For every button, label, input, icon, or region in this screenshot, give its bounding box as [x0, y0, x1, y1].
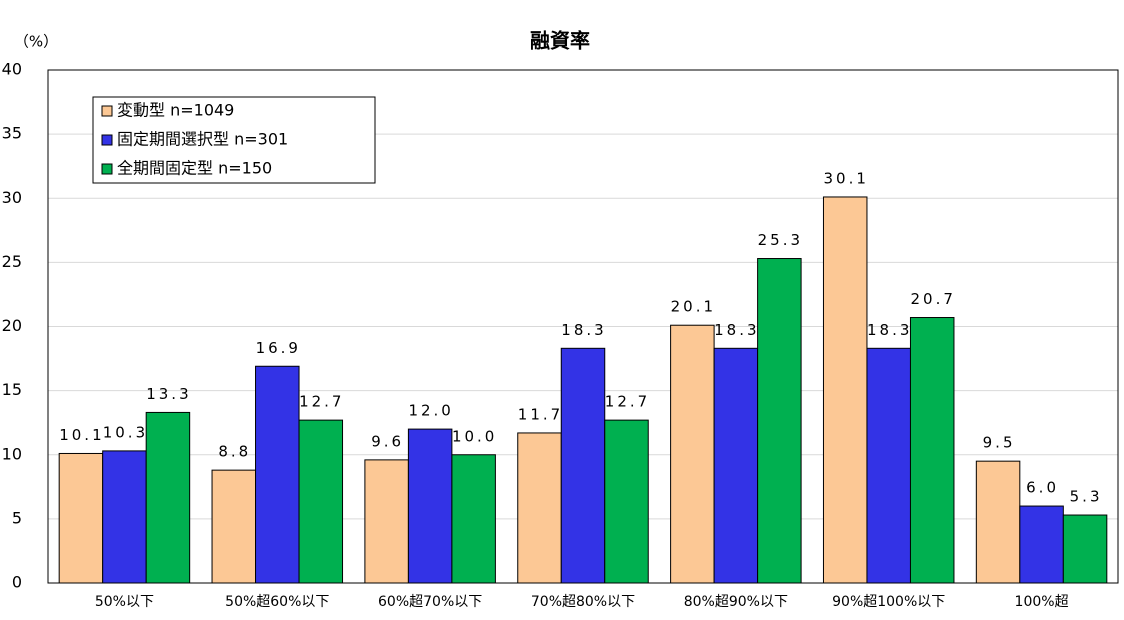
- bar: [298, 419, 344, 584]
- x-tick-label: 50%以下: [95, 594, 154, 610]
- bar: [451, 454, 496, 584]
- x-tick-label: 90%超100%以下: [832, 594, 945, 610]
- x-tick-label: 80%超90%以下: [684, 594, 788, 610]
- x-tick-label: 60%超70%以下: [378, 594, 482, 610]
- value-label: 10.0: [452, 427, 497, 445]
- value-label: 6.0: [1026, 479, 1059, 497]
- x-tick-label: 50%超60%以下: [225, 594, 329, 610]
- y-tick-label: 35: [2, 124, 22, 143]
- x-tick-label: 100%超: [1015, 594, 1069, 610]
- y-tick-label: 20: [2, 316, 22, 335]
- y-axis-label: （%）: [14, 33, 58, 51]
- chart-title: 融資率: [530, 29, 590, 53]
- bar: [255, 365, 300, 584]
- value-label: 9.5: [983, 434, 1016, 452]
- legend-swatch: [101, 134, 113, 146]
- bar: [909, 317, 955, 584]
- legend-box: [92, 96, 376, 184]
- y-tick-label: 40: [2, 60, 22, 79]
- bar: [211, 469, 257, 584]
- value-label: 16.9: [256, 339, 301, 357]
- value-label: 9.6: [371, 432, 404, 450]
- y-tick-label: 30: [2, 188, 22, 207]
- value-label: 12.7: [299, 393, 344, 411]
- value-label: 11.7: [518, 405, 563, 423]
- bar: [560, 347, 606, 584]
- legend-label: 変動型 n=1049: [117, 101, 234, 120]
- bar: [145, 411, 191, 584]
- value-label: 12.7: [605, 393, 650, 411]
- bar: [866, 347, 911, 584]
- bar: [822, 196, 868, 584]
- value-label: 5.3: [1070, 488, 1103, 506]
- legend-swatch: [101, 163, 113, 175]
- y-tick-label: 10: [2, 444, 22, 463]
- value-label: 20.1: [671, 298, 716, 316]
- value-label: 18.3: [561, 321, 606, 339]
- bar: [713, 347, 759, 584]
- value-label: 10.1: [59, 426, 104, 444]
- bar: [364, 459, 409, 584]
- value-label: 20.7: [911, 290, 956, 308]
- value-label: 13.3: [146, 385, 191, 403]
- legend-label: 全期間固定型 n=150: [117, 159, 272, 178]
- y-tick-label: 15: [2, 380, 22, 399]
- legend-label: 固定期間選択型 n=301: [117, 130, 288, 149]
- bar: [407, 428, 453, 584]
- value-label: 8.8: [218, 443, 251, 461]
- value-label: 10.3: [103, 423, 148, 441]
- bar: [58, 452, 104, 584]
- y-tick-label: 25: [2, 252, 22, 271]
- legend-swatch: [101, 105, 113, 117]
- bar: [517, 432, 562, 584]
- value-label: 18.3: [867, 321, 912, 339]
- bar: [1062, 514, 1108, 584]
- y-tick-label: 0: [12, 573, 22, 592]
- value-label: 12.0: [408, 402, 453, 420]
- bar: [102, 450, 147, 584]
- x-tick-label: 70%超80%以下: [531, 594, 635, 610]
- bar: [670, 324, 715, 584]
- bar: [604, 419, 649, 584]
- value-label: 18.3: [714, 321, 759, 339]
- bar: [1019, 505, 1064, 584]
- bar: [975, 460, 1021, 584]
- y-tick-label: 5: [12, 508, 22, 527]
- bar: [757, 258, 802, 584]
- value-label: 25.3: [758, 231, 803, 249]
- value-label: 30.1: [824, 169, 869, 187]
